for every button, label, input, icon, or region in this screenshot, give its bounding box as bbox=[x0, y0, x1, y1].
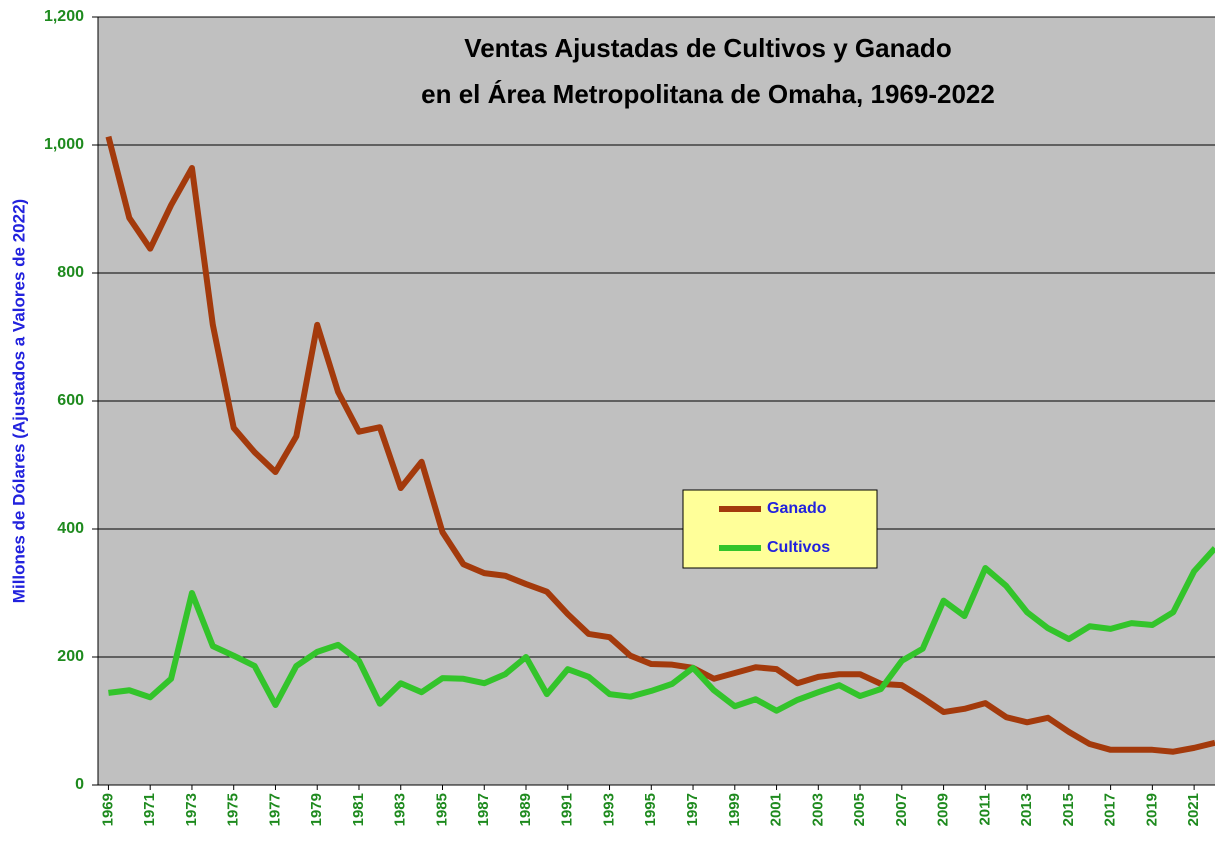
x-tick-label: 2015 bbox=[1060, 793, 1077, 826]
x-tick-label: 1997 bbox=[684, 793, 701, 826]
x-tick-label: 1989 bbox=[517, 793, 534, 826]
x-tick-label: 1995 bbox=[642, 793, 659, 826]
chart-title: en el Área Metropolitana de Omaha, 1969-… bbox=[421, 79, 995, 109]
x-tick-label: 2011 bbox=[976, 793, 993, 826]
y-tick-label: 800 bbox=[57, 264, 84, 281]
x-tick-label: 2019 bbox=[1143, 793, 1160, 826]
x-tick-label: 1981 bbox=[350, 793, 367, 826]
y-tick-label: 600 bbox=[57, 392, 84, 409]
x-tick-label: 1969 bbox=[99, 793, 116, 826]
x-tick-label: 1975 bbox=[225, 793, 242, 826]
x-tick-label: 2017 bbox=[1102, 793, 1119, 826]
chart-title: Ventas Ajustadas de Cultivos y Ganado bbox=[464, 33, 951, 63]
x-tick-label: 1991 bbox=[559, 793, 576, 826]
x-tick-label: 1973 bbox=[183, 793, 200, 826]
x-tick-label: 1983 bbox=[392, 793, 409, 826]
x-tick-label: 2005 bbox=[851, 793, 868, 826]
y-tick-label: 0 bbox=[75, 776, 84, 793]
x-tick-label: 1977 bbox=[266, 793, 283, 826]
x-tick-label: 1979 bbox=[308, 793, 325, 826]
x-tick-label: 2021 bbox=[1185, 793, 1202, 826]
x-tick-label: 2013 bbox=[1018, 793, 1035, 826]
legend-label: Cultivos bbox=[767, 539, 830, 556]
series-line bbox=[108, 546, 1215, 714]
x-tick-label: 2007 bbox=[893, 793, 910, 826]
x-tick-label: 1993 bbox=[600, 793, 617, 826]
y-tick-label: 1,200 bbox=[44, 8, 84, 25]
y-tick-label: 400 bbox=[57, 520, 84, 537]
x-tick-label: 2001 bbox=[768, 793, 785, 826]
legend-box bbox=[682, 489, 878, 569]
x-tick-label: 2003 bbox=[809, 793, 826, 826]
series-line bbox=[105, 135, 1215, 755]
x-tick-label: 2009 bbox=[935, 793, 952, 826]
x-tick-label: 1971 bbox=[141, 793, 158, 826]
y-tick-label: 200 bbox=[57, 648, 84, 665]
legend-label: Ganado bbox=[767, 500, 827, 517]
x-tick-label: 1985 bbox=[433, 793, 450, 826]
x-tick-label: 1987 bbox=[475, 793, 492, 826]
y-tick-label: 1,000 bbox=[44, 136, 84, 153]
x-tick-label: 1999 bbox=[726, 793, 743, 826]
y-axis-label: Millones de Dólares (Ajustados a Valores… bbox=[9, 199, 28, 603]
